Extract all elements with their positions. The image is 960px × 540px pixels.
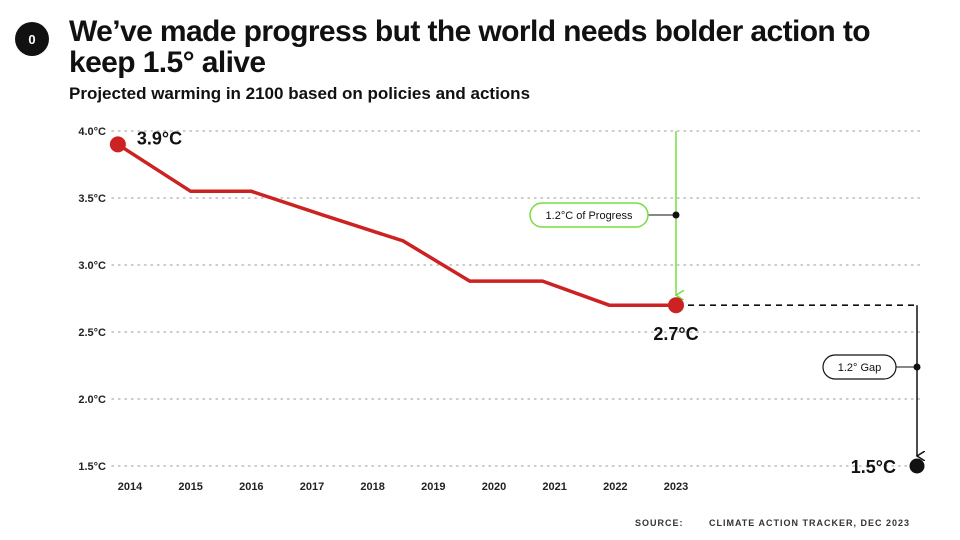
target-value-label: 1.5°C [851, 457, 896, 477]
gap-pill [822, 354, 897, 380]
source-value: CLIMATE ACTION TRACKER, DEC 2023 [708, 518, 910, 528]
x-tick-label: 2020 [482, 481, 506, 493]
x-tick-label: 2015 [178, 481, 202, 493]
slide-number-badge: 0 [15, 22, 49, 56]
x-tick-label: 2017 [300, 481, 324, 493]
source-label: SOURCE: [634, 518, 684, 528]
start-point [109, 136, 126, 153]
x-tick-label: 2018 [360, 481, 384, 493]
chart-subtitle: Projected warming in 2100 based on polic… [69, 84, 531, 103]
x-tick-label: 2023 [664, 481, 688, 493]
x-tick-label: 2021 [542, 481, 566, 493]
end-point [668, 297, 684, 314]
y-tick-label: 2.0°C [78, 394, 106, 406]
y-tick-label: 3.0°C [78, 260, 106, 272]
end-value-label: 2.7°C [653, 324, 698, 344]
x-tick-label: 2019 [421, 481, 445, 493]
gap-pill-label: 1.2° Gap [838, 362, 882, 374]
progress-pill [529, 202, 649, 228]
progress-dot [672, 211, 680, 219]
x-tick-label: 2016 [239, 481, 263, 493]
warming-series-line [116, 142, 676, 307]
y-tick-label: 1.5°C [78, 461, 106, 473]
progress-pill-label: 1.2°C of Progress [546, 210, 633, 222]
target-point [909, 458, 925, 474]
start-value-label: 3.9°C [137, 128, 182, 148]
gap-dot [913, 363, 921, 371]
chart-title: We’ve made progress but the world needs … [69, 15, 871, 79]
y-tick-label: 4.0°C [78, 126, 106, 138]
y-tick-label: 2.5°C [78, 327, 106, 339]
x-tick-label: 2014 [118, 481, 143, 493]
x-tick-label: 2022 [603, 481, 627, 493]
source-note: SOURCE: CLIMATE ACTION TRACKER, DEC 2023 [635, 518, 910, 528]
y-tick-label: 3.5°C [78, 193, 106, 205]
